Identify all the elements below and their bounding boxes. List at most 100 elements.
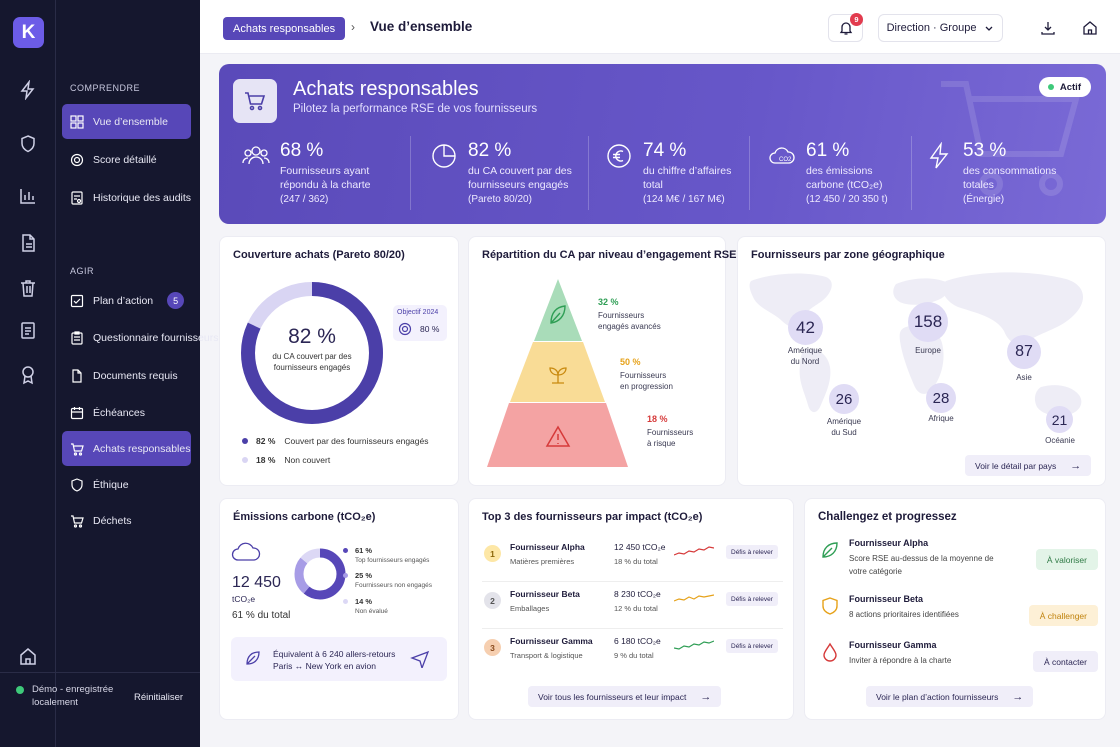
kpi-value: 68 %: [280, 140, 324, 161]
home-button[interactable]: [1075, 14, 1105, 42]
sidebar-item-overview[interactable]: Vue d’ensemble: [62, 104, 191, 139]
emissions-segment-2: [294, 548, 346, 600]
pyramid-label-advanced: 32 % Fournisseurs engagés avancés: [598, 297, 661, 331]
calendar-icon: [70, 406, 84, 419]
icon-rail: K: [0, 0, 56, 747]
emissions-legend-not-evaluated: 14 % Non évalué: [343, 597, 388, 616]
coverage-center-value: 82 %: [288, 325, 336, 348]
arrow-right-icon: →: [1012, 690, 1024, 703]
tag-valorize[interactable]: À valoriser: [1035, 549, 1098, 570]
lightning-icon[interactable]: [18, 79, 38, 101]
coverage-card: Couverture achats (Pareto 80/20) 82 % du…: [219, 236, 459, 486]
table-row[interactable]: 3 Fournisseur Gamma Transport & logistiq…: [482, 630, 783, 676]
geo-bubble-europe[interactable]: 158: [908, 302, 948, 342]
list-item[interactable]: Fournisseur Gamma Inviter à répondre à l…: [818, 639, 1098, 685]
challenge-tag[interactable]: Défis à relever: [726, 545, 778, 559]
reset-button[interactable]: Réinitialiser: [134, 692, 184, 703]
shield-icon[interactable]: [18, 134, 38, 154]
sidebar-item-score[interactable]: Score détaillé: [62, 142, 191, 177]
breadcrumb-parent[interactable]: Achats responsables: [223, 17, 346, 40]
supplier-name: Fournisseur Alpha: [510, 542, 585, 552]
top-suppliers-title: Top 3 des fournisseurs par impact (tCO₂e…: [482, 511, 703, 523]
challenge-tag[interactable]: Défis à relever: [726, 592, 778, 606]
clipboard-icon[interactable]: [18, 320, 38, 340]
challenge-description: 8 actions prioritaires identifiées: [849, 610, 959, 619]
sidebar-item-ethics[interactable]: Éthique: [62, 467, 191, 502]
all-suppliers-link[interactable]: Voir tous les fournisseurs et leur impac…: [528, 686, 722, 707]
bell-icon: [839, 22, 852, 35]
sidebar-item-action-plan[interactable]: Plan d’action 5: [62, 283, 191, 318]
app-logo[interactable]: K: [13, 17, 44, 48]
geo-bubble-south-america[interactable]: 26: [829, 384, 859, 414]
hero-cart-icon: [233, 79, 277, 123]
sidebar: K COMPRENDRE Vue d’ensemble Score détail…: [0, 0, 218, 747]
sidebar-item-questionnaire[interactable]: Questionnaire fournisseurs: [62, 320, 218, 355]
status-text: Actif: [1059, 81, 1081, 93]
tag-contact[interactable]: À contacter: [1033, 651, 1098, 672]
document-icon[interactable]: [18, 233, 38, 253]
top-suppliers-card: Top 3 des fournisseurs par impact (tCO₂e…: [468, 498, 794, 720]
download-button[interactable]: [1033, 14, 1063, 42]
nav-section-act: AGIR: [70, 266, 95, 276]
challenge-tag[interactable]: Défis à relever: [726, 639, 778, 653]
geo-label-north-america: Amérique du Nord: [787, 346, 823, 366]
list-item[interactable]: Fournisseur Beta 8 actions prioritaires …: [818, 593, 1098, 639]
geo-bubble-asia[interactable]: 87: [1007, 335, 1041, 369]
leaf-icon: [822, 542, 838, 558]
hero-banner: Achats responsables Pilotez la performan…: [219, 64, 1106, 224]
pyramid-level-advanced: [534, 279, 582, 341]
geo-bubble-north-america[interactable]: 42: [788, 310, 823, 345]
kpi-sub: (12 450 / 20 350 t): [806, 194, 888, 205]
tag-challenge[interactable]: À challenger: [1028, 605, 1098, 626]
hero-subtitle: Pilotez la performance RSE de vos fourni…: [293, 103, 538, 115]
sidebar-item-waste[interactable]: Déchets: [62, 503, 191, 538]
country-detail-link[interactable]: Voir le détail par pays →: [965, 455, 1092, 476]
pie-icon: [432, 144, 456, 168]
geo-bubble-oceania[interactable]: 21: [1046, 406, 1073, 433]
award-icon[interactable]: [18, 365, 38, 385]
geo-title: Fournisseurs par zone géographique: [751, 249, 945, 261]
objective-value: 80 %: [420, 324, 440, 334]
geo-label-south-america: Amérique du Sud: [826, 417, 862, 437]
kpi-value: 74 %: [643, 140, 687, 161]
lightning-icon: [929, 142, 949, 169]
table-row[interactable]: 2 Fournisseur Beta Emballages 8 230 tCO₂…: [482, 583, 783, 629]
kpi-sub: (Énergie): [963, 194, 1005, 205]
kpi-value: 82 %: [468, 140, 512, 161]
action-plan-link[interactable]: Voir le plan d’action fournisseurs →: [866, 686, 1034, 707]
table-row[interactable]: 1 Fournisseur Alpha Matières premières 1…: [482, 536, 783, 582]
home-icon[interactable]: [18, 646, 38, 666]
kpi-label: du chiffre d’affaires total: [643, 165, 732, 191]
geo-bubble-africa[interactable]: 28: [926, 383, 956, 413]
scope-selector[interactable]: Direction · Groupe: [878, 14, 1003, 42]
sidebar-item-documents[interactable]: Documents requis: [62, 358, 191, 393]
pyramid-label-risk: 18 % Fournisseurs à risque: [647, 414, 694, 448]
nav-section-understand: COMPRENDRE: [70, 83, 141, 93]
top-header: Achats responsables › Vue d’ensemble 9 D…: [200, 0, 1120, 54]
challenge-supplier-name: Fournisseur Gamma: [849, 640, 937, 650]
download-icon: [1041, 22, 1055, 35]
sidebar-item-label: Plan d’action: [93, 294, 154, 307]
sidebar-item-label: Score détaillé: [93, 153, 157, 166]
challenge-supplier-name: Fournisseur Alpha: [849, 538, 929, 548]
airplane-icon: [410, 650, 430, 668]
kpi-sub: (Pareto 80/20): [468, 194, 532, 205]
sidebar-item-deadlines[interactable]: Échéances: [62, 395, 191, 430]
clipboard-icon: [71, 330, 83, 345]
sidebar-item-label: Documents requis: [93, 369, 178, 382]
bar-chart-icon[interactable]: [18, 186, 38, 206]
geo-label-africa: Afrique: [928, 414, 954, 423]
notifications-button[interactable]: 9: [828, 13, 863, 42]
leaf-icon: [550, 305, 566, 324]
sidebar-item-label: Questionnaire fournisseurs: [93, 331, 219, 344]
sparkline-beta: [674, 594, 714, 602]
sidebar-item-audits[interactable]: Historique des audits: [62, 180, 191, 215]
trash-icon[interactable]: [18, 278, 38, 298]
emissions-unit: tCO₂e: [232, 594, 256, 604]
sidebar-item-responsible-purchasing[interactable]: Achats responsables: [62, 431, 191, 466]
warning-icon: [545, 425, 571, 447]
list-item[interactable]: Fournisseur Alpha Score RSE au-dessus de…: [818, 537, 1098, 583]
emissions-legend-engaged: 61 % Top fournisseurs engagés: [343, 546, 429, 565]
euro-icon: [607, 144, 631, 168]
cart-icon: [71, 442, 84, 456]
